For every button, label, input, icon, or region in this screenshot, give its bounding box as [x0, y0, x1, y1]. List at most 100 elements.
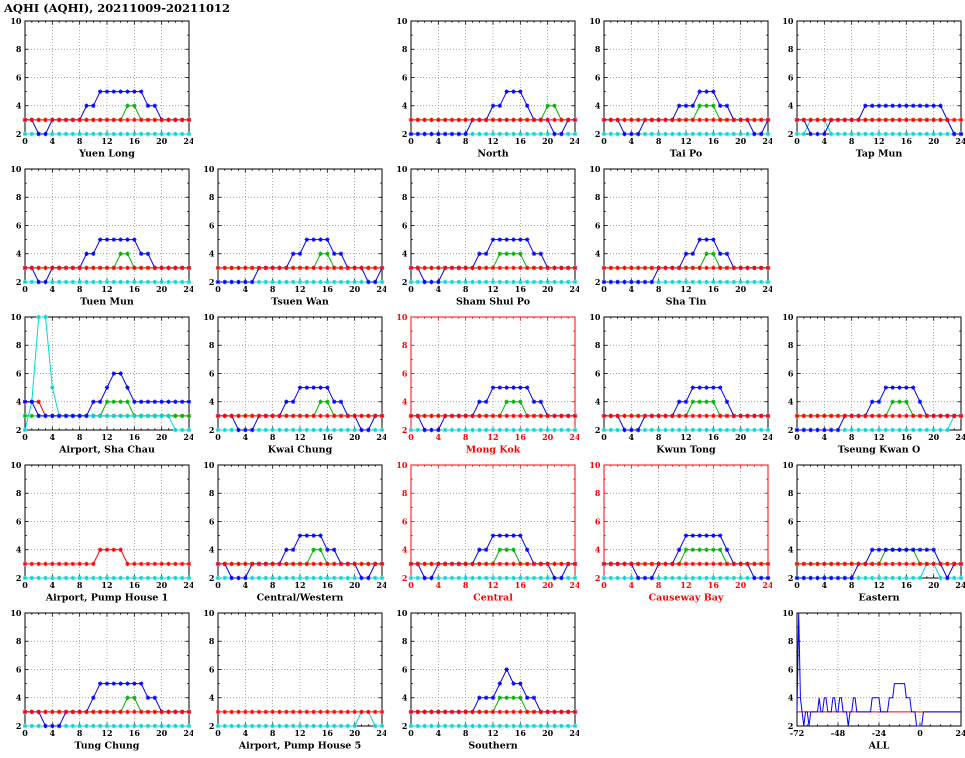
y-tick-label: 6: [788, 368, 794, 378]
x-tick-label: 24: [376, 728, 386, 738]
y-tick-label: 4: [16, 249, 22, 259]
y-tick-label: 10: [589, 16, 601, 26]
x-tick-label: 12: [487, 432, 498, 442]
x-tick-label: 12: [487, 136, 498, 146]
x-tick-label: 4: [822, 580, 828, 590]
y-tick-label: 6: [402, 516, 408, 526]
x-tick-label: 8: [656, 136, 662, 146]
station-label: Mong Kok: [466, 445, 521, 456]
y-tick-label: 6: [16, 368, 22, 378]
x-tick-label: 16: [322, 580, 334, 590]
y-tick-label: 10: [10, 460, 22, 470]
y-tick-label: 6: [402, 220, 408, 230]
x-tick-label: 4: [436, 432, 442, 442]
x-tick-label: 4: [50, 728, 56, 738]
y-tick-label: 6: [595, 368, 601, 378]
chart-tap-mun: 0 4 8 12 16 20 24 2 4 6 8 10 Tap Mun: [772, 14, 965, 162]
series-line-blue: [411, 239, 575, 283]
x-tick-label: 8: [463, 432, 469, 442]
x-tick-label: 16: [129, 580, 141, 590]
x-tick-label: 8: [77, 432, 83, 442]
x-tick-label: 24: [762, 136, 772, 146]
y-tick-label: 4: [209, 545, 215, 555]
series-markers-blue: [408, 667, 578, 715]
chart-tseung-kwan-o: 0 4 8 12 16 20 24 2 4 6 8 10 Tseung Kwan O: [772, 310, 965, 458]
x-tick-label: 20: [156, 580, 168, 590]
y-tick-label: 8: [595, 44, 601, 54]
x-tick-label: 4: [243, 728, 249, 738]
x-tick-label: 16: [129, 728, 141, 738]
chart-airport-sha-chau: 0 4 8 12 16 20 24 2 4 6 8 10 Airport, Sha Chau: [0, 310, 195, 458]
x-tick-label: 24: [183, 284, 193, 294]
x-tick-label: 4: [822, 136, 828, 146]
chart-tai-po: 0 4 8 12 16 20 24 2 4 6 8 10 Tai Po: [579, 14, 774, 162]
x-tick-label: 8: [849, 580, 855, 590]
x-tick-label: 16: [322, 432, 334, 442]
y-tick-label: 4: [402, 101, 408, 111]
series-markers-red: [215, 561, 385, 567]
x-tick-label: 16: [129, 284, 141, 294]
y-tick-label: 4: [209, 249, 215, 259]
x-tick-label: 0: [22, 728, 28, 738]
x-tick-label: 24: [569, 136, 579, 146]
series-line-blue: [25, 373, 189, 417]
charts-grid: 0 4 8 12 16 20 24 2 4 6 8 10 Yuen Long 0 4 8 12 16 20 24 2 4 6…: [0, 14, 965, 754]
station-label: Sham Shui Po: [456, 297, 530, 308]
y-tick-label: 10: [396, 608, 408, 618]
x-tick-label: 24: [183, 136, 193, 146]
y-tick-label: 10: [782, 312, 794, 322]
x-tick-label: 24: [183, 432, 193, 442]
y-tick-label: 6: [209, 664, 215, 674]
y-tick-label: 8: [209, 636, 215, 646]
y-tick-label: 4: [402, 397, 408, 407]
y-tick-label: 6: [209, 516, 215, 526]
x-tick-label: 20: [156, 432, 168, 442]
x-tick-label: 24: [569, 432, 579, 442]
x-tick-label: 0: [601, 580, 607, 590]
x-tick-label: -24: [872, 728, 887, 738]
x-tick-label: 12: [294, 432, 305, 442]
x-tick-label: 4: [50, 136, 56, 146]
series-markers-red: [215, 709, 385, 715]
x-tick-label: 20: [156, 284, 168, 294]
station-label: Southern: [468, 741, 517, 752]
x-tick-label: 16: [129, 136, 141, 146]
x-tick-label: 8: [463, 284, 469, 294]
x-tick-label: 0: [917, 728, 923, 738]
station-label: Tap Mun: [856, 149, 903, 160]
x-tick-label: 20: [928, 580, 940, 590]
y-tick-label: 8: [402, 488, 408, 498]
y-tick-label: 10: [396, 312, 408, 322]
y-tick-label: 8: [402, 636, 408, 646]
x-tick-label: 4: [822, 432, 828, 442]
series-markers-red: [22, 265, 192, 271]
x-tick-label: 24: [376, 580, 386, 590]
y-tick-label: 2: [402, 425, 408, 435]
x-tick-label: 12: [101, 728, 112, 738]
y-tick-label: 6: [209, 368, 215, 378]
series-markers-red: [601, 413, 771, 419]
station-label: Yuen Long: [78, 149, 135, 160]
x-tick-label: 16: [515, 284, 527, 294]
series-line-blue: [411, 387, 575, 431]
x-tick-label: 20: [735, 284, 747, 294]
x-tick-label: 0: [215, 432, 221, 442]
x-tick-label: 24: [569, 284, 579, 294]
chart-eastern: 0 4 8 12 16 20 24 2 4 6 8 10 Eastern: [772, 458, 965, 606]
series-markers-red: [408, 709, 578, 715]
x-tick-label: 12: [487, 284, 498, 294]
x-tick-label: 0: [22, 136, 28, 146]
y-tick-label: 4: [595, 249, 601, 259]
x-tick-label: 24: [569, 728, 579, 738]
station-label: Kwai Chung: [268, 445, 333, 456]
chart-central-western: 0 4 8 12 16 20 24 2 4 6 8 10 Central/Western: [193, 458, 388, 606]
x-tick-label: 4: [50, 432, 56, 442]
y-tick-label: 4: [595, 101, 601, 111]
y-tick-label: 10: [396, 460, 408, 470]
x-tick-label: 4: [243, 432, 249, 442]
